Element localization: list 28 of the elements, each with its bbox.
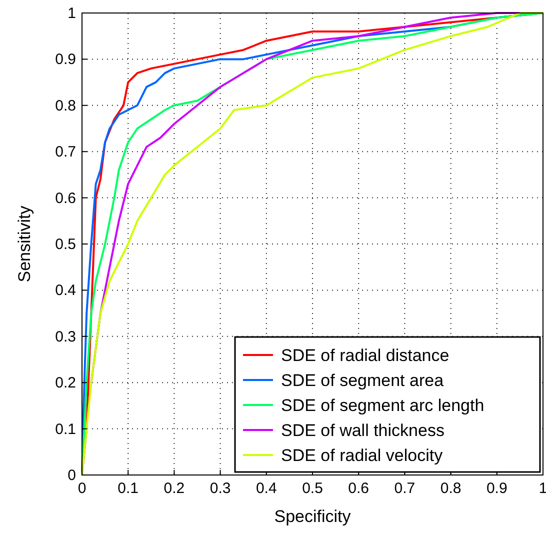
legend-label: SDE of segment area [281, 371, 444, 390]
x-tick-label: 0.7 [394, 480, 416, 497]
y-tick-label: 0.2 [55, 374, 76, 392]
y-tick-label: 0.5 [55, 236, 76, 253]
legend-label: SDE of radial velocity [281, 446, 444, 465]
y-tick-label: 1 [68, 5, 76, 22]
y-tick-label: 0.9 [55, 51, 76, 68]
x-tick-label: 0.5 [302, 480, 323, 497]
x-tick-label: 0.8 [440, 480, 462, 497]
x-tick-label: 0.2 [164, 480, 185, 497]
x-tick-label: 0.6 [348, 480, 370, 497]
x-tick-label: 0.9 [486, 480, 508, 497]
y-tick-label: 0.4 [55, 282, 76, 300]
y-tick-label: 0.6 [55, 190, 76, 207]
legend-label: SDE of wall thickness [281, 421, 444, 440]
x-axis-title: Specificity [274, 507, 352, 526]
y-tick-label: 0.7 [55, 144, 76, 161]
legend-label: SDE of segment arc length [281, 396, 484, 415]
x-tick-label: 1 [538, 480, 546, 497]
y-axis-title: Sensitivity [15, 205, 34, 282]
legend-label: SDE of radial distance [281, 346, 450, 365]
y-tick-label: 0.1 [55, 420, 76, 438]
y-tick-label: 0.3 [55, 328, 76, 346]
y-tick-label: 0.8 [55, 97, 76, 114]
x-tick-label: 0.1 [118, 480, 139, 497]
y-tick-label: 0 [68, 467, 76, 484]
x-tick-label: 0.3 [210, 480, 231, 497]
x-tick-label: 0.4 [256, 480, 277, 497]
